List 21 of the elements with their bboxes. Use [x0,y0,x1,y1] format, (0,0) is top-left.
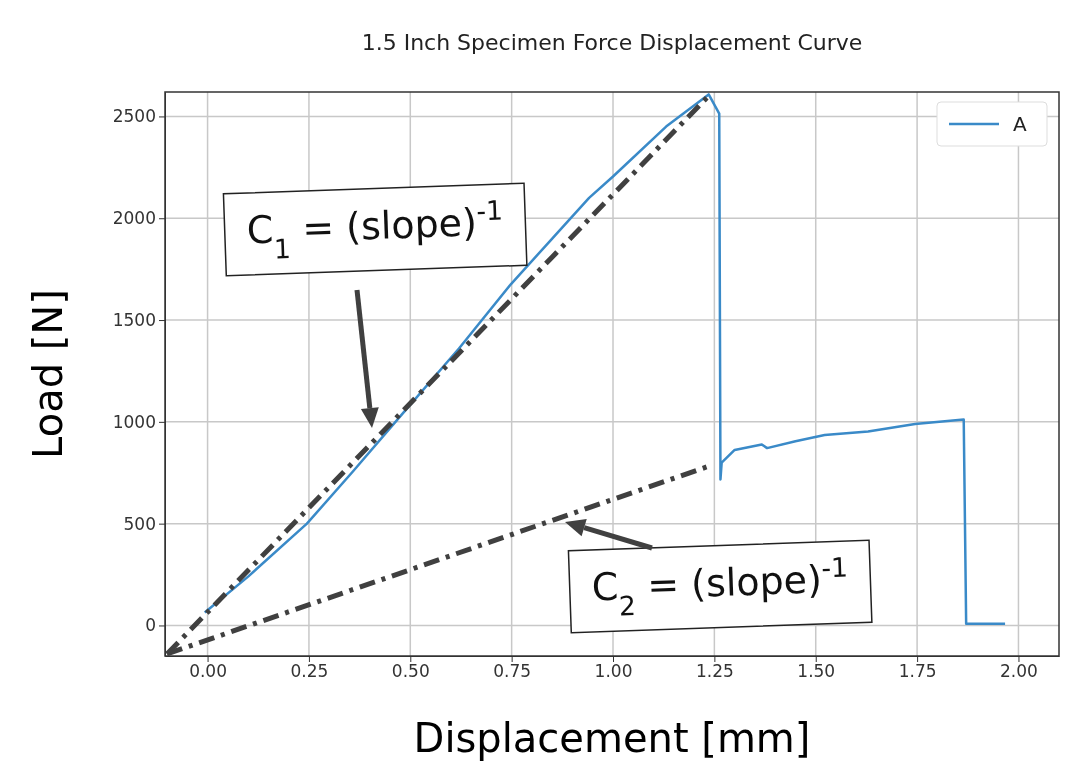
y-tick-label: 2500 [112,106,156,127]
x-tick-label: 2.00 [1000,661,1038,682]
y-tick-label: 500 [123,513,156,534]
x-axis-title: Displacement [mm] [413,715,811,761]
x-tick-label: 1.00 [594,661,633,682]
x-tick-label: 0.00 [189,661,227,682]
chart-title: 1.5 Inch Specimen Force Displacement Curve [361,30,863,55]
y-tick-label: 1000 [112,411,156,432]
x-tick-label: 1.25 [695,661,734,682]
y-axis-title: Load [N] [25,289,71,459]
x-tick-label: 1.75 [898,661,937,682]
annotation: C$_{2}$ = (slope)$^{-1}$ [590,551,849,622]
x-tick-label: 0.75 [493,661,532,682]
x-tick-label: 0.25 [290,661,329,682]
annotation: C$_{1}$ = (slope)$^{-1}$ [245,194,504,265]
y-tick-label: 1500 [112,309,156,330]
legend-label: A [1013,112,1027,136]
x-tick-label: 1.50 [797,661,836,682]
y-tick-label: 0 [145,615,156,636]
x-tick-label: 0.50 [391,661,430,682]
y-tick-label: 2000 [112,208,156,229]
